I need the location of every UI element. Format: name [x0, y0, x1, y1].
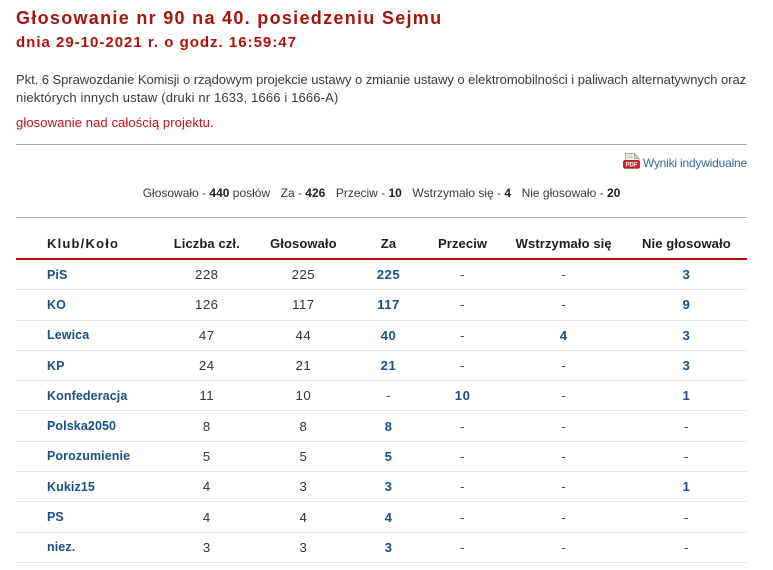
svg-text:PDF: PDF [625, 162, 637, 168]
